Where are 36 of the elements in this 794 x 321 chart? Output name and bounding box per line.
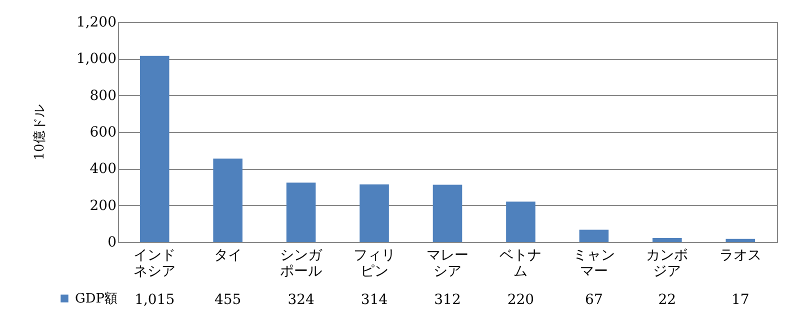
bar (506, 202, 536, 242)
legend-label: GDP額 (75, 292, 118, 306)
bar (726, 238, 756, 242)
x-tick-label: ラオス (719, 248, 762, 264)
y-tick-label: 200 (90, 198, 116, 214)
x-tick-label: タイ (214, 248, 242, 264)
x-tick-label: インドネシア (134, 248, 176, 280)
data-label: 455 (214, 292, 242, 308)
y-tick-label: 600 (90, 124, 116, 140)
data-label: 1,015 (134, 292, 175, 308)
data-label: 17 (731, 292, 750, 308)
bar (579, 230, 609, 242)
bar (432, 184, 462, 242)
bar (652, 238, 682, 242)
bar (140, 56, 170, 242)
bar (213, 158, 242, 242)
y-tick-label: 1,000 (76, 51, 116, 68)
data-label: 324 (288, 292, 315, 308)
data-label: 220 (507, 292, 534, 308)
x-tick-label: フィリピン (353, 248, 396, 280)
y-tick-label: 400 (90, 161, 116, 178)
y-axis-title: 10億ドル (32, 104, 48, 160)
x-tick-label: マレーシア (426, 248, 468, 280)
data-label: 312 (434, 292, 461, 308)
y-tick-label: 800 (90, 88, 116, 104)
data-label: 67 (585, 292, 603, 308)
data-label: 22 (658, 292, 676, 308)
y-tick-label: 1,200 (76, 14, 116, 30)
bar (286, 182, 316, 242)
x-tick-label: ミャンマー (572, 248, 615, 280)
y-tick-label: 0 (108, 234, 116, 250)
data-label: 314 (360, 292, 388, 308)
x-tick-label: シンガポール (280, 248, 324, 280)
x-tick-label: ベトナム (500, 248, 542, 280)
bar (360, 184, 389, 242)
x-tick-label: カンボジア (646, 248, 688, 280)
